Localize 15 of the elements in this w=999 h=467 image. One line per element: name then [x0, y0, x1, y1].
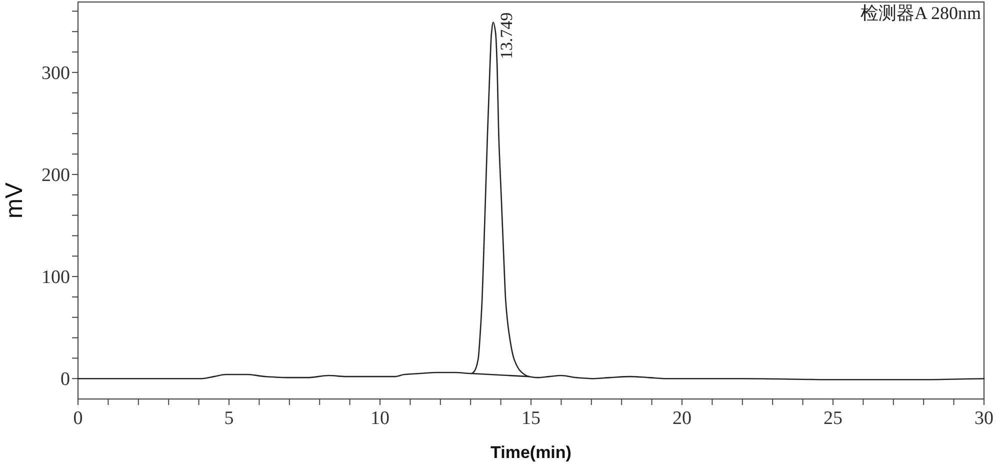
y-tick-label: 100: [42, 267, 70, 288]
x-tick-label: 15: [522, 408, 540, 429]
y-axis-title: mV: [1, 182, 28, 218]
y-tick-label: 200: [42, 164, 70, 186]
annotation: 检测器A 280nm: [860, 3, 981, 23]
x-tick-label: 25: [824, 408, 842, 429]
x-tick-label: 10: [370, 408, 390, 429]
annotation: 13.749: [497, 12, 516, 60]
y-tick-label: 300: [42, 62, 70, 84]
x-tick-label: 0: [73, 408, 83, 429]
x-tick-label: 20: [672, 408, 692, 429]
y-tick-label: 0: [60, 369, 70, 390]
x-axis-title: Time(min): [490, 443, 572, 462]
x-tick-label: 5: [224, 408, 234, 429]
x-tick-label: 30: [974, 408, 994, 429]
